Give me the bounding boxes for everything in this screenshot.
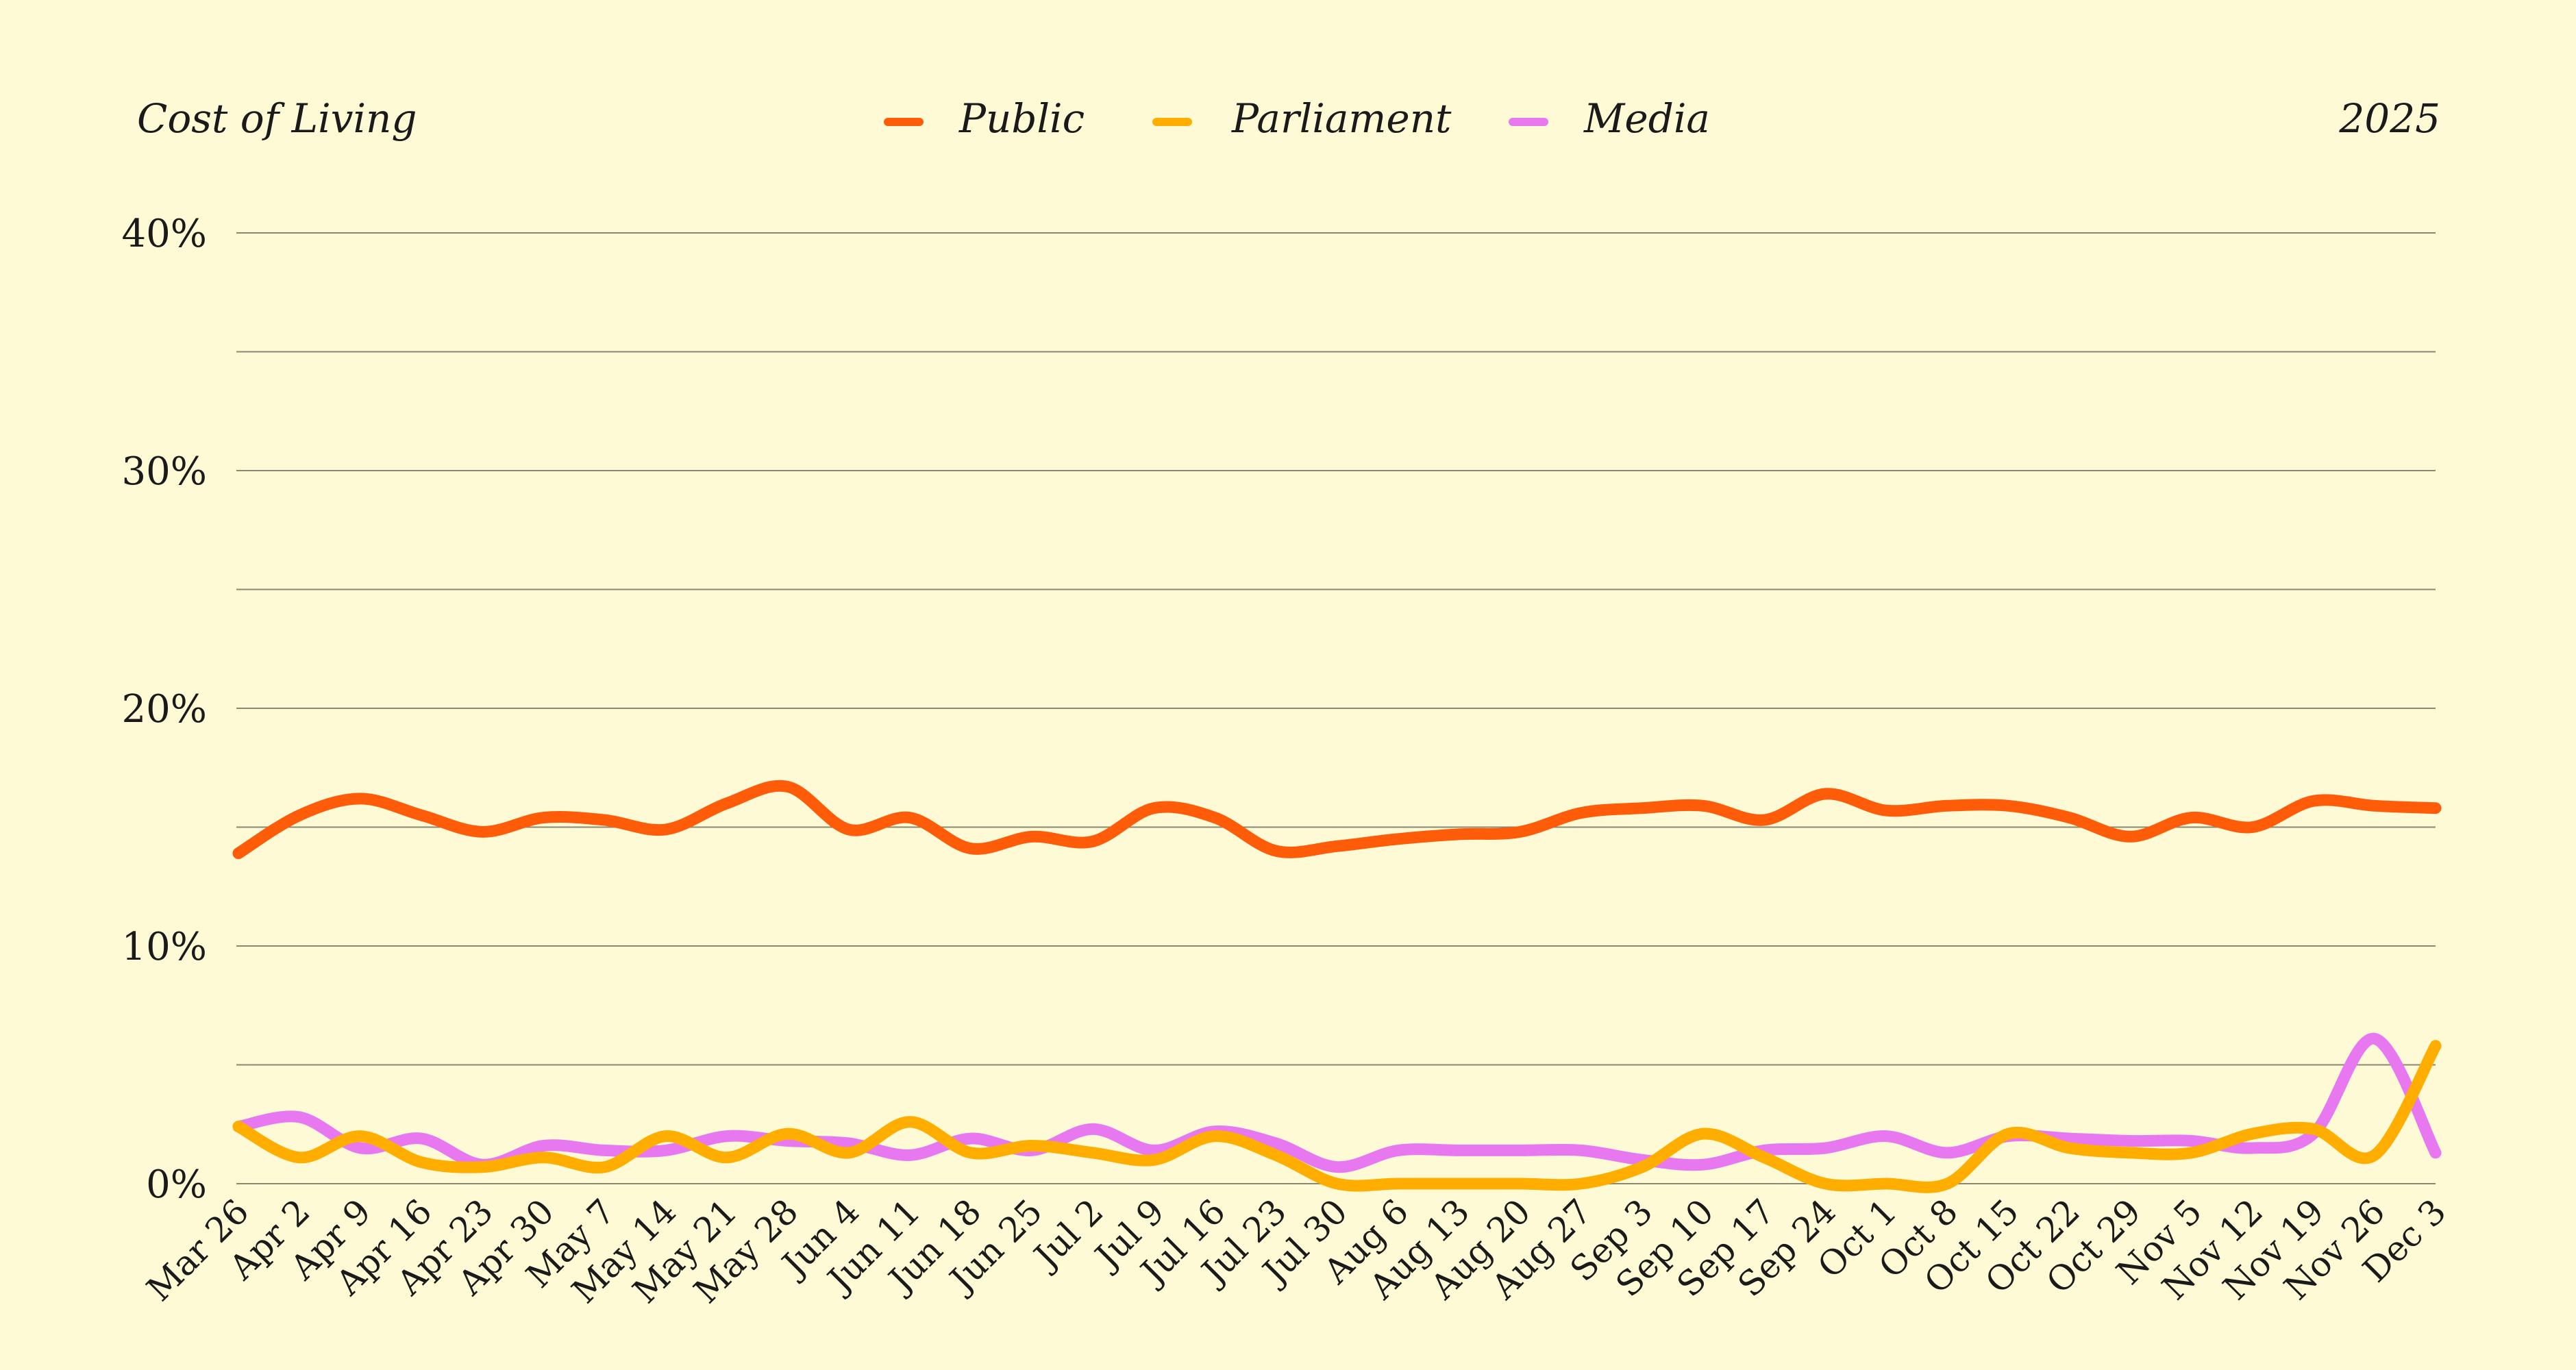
y-tick-label: 40%	[122, 212, 207, 256]
legend-label-public: Public	[958, 95, 1085, 142]
y-axis: 0% 10% 20% 30% 40%	[122, 212, 207, 1207]
y-tick-label: 20%	[122, 687, 207, 732]
year-label: 2025	[2338, 95, 2440, 142]
legend-item-public: Public	[884, 95, 1085, 142]
series-line-parliament	[232, 1040, 2442, 1193]
legend-label-parliament: Parliament	[1231, 95, 1452, 142]
chart-title: Cost of Living	[137, 95, 417, 142]
y-tick-label: 0%	[146, 1162, 207, 1207]
series-line-media	[232, 1032, 2442, 1173]
legend: Public Parliament Media	[884, 95, 1710, 142]
series	[232, 780, 2442, 1193]
legend-item-parliament: Parliament	[1152, 95, 1452, 142]
legend-label-media: Media	[1583, 95, 1710, 142]
y-tick-label: 10%	[122, 925, 207, 969]
grid-lines	[236, 232, 2436, 1184]
legend-item-media: Media	[1509, 95, 1710, 142]
x-tick-label: Jul 2	[1024, 1191, 1111, 1278]
series-line-public	[232, 780, 2442, 860]
y-tick-label: 30%	[122, 449, 207, 494]
